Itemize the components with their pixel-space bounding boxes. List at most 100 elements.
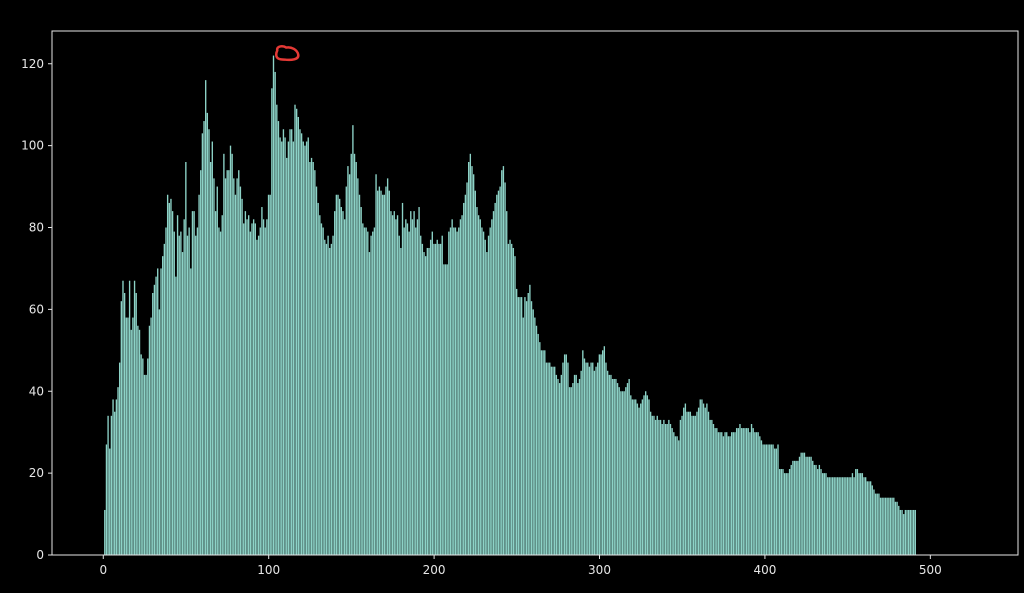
bar (201, 133, 204, 555)
bar (582, 350, 584, 555)
bar (132, 317, 134, 555)
bar (529, 284, 531, 555)
bar (107, 415, 109, 555)
bar (142, 358, 144, 555)
bar (499, 186, 501, 555)
bar (540, 350, 543, 555)
bar (231, 153, 233, 555)
bar (575, 374, 577, 556)
bar (120, 301, 123, 555)
bar (565, 354, 567, 555)
bar (735, 428, 738, 555)
y-tick-label: 40 (29, 384, 44, 398)
bar (681, 415, 683, 555)
bar (908, 509, 910, 555)
bar (439, 243, 442, 556)
bar (137, 325, 139, 555)
bar (727, 436, 730, 555)
bar (504, 182, 506, 555)
bar (489, 227, 491, 555)
bar (123, 293, 126, 555)
bar (645, 391, 647, 555)
bar (148, 325, 151, 555)
bar (668, 419, 670, 555)
bar (901, 509, 903, 555)
bar (294, 104, 296, 555)
bar (320, 223, 323, 555)
bar (176, 215, 179, 555)
bar (191, 211, 194, 556)
bar (466, 182, 468, 555)
peak-highlight-circle (274, 45, 300, 62)
bar (573, 374, 576, 556)
bar (180, 231, 182, 555)
plot-area-frame (51, 30, 1019, 556)
bar (277, 121, 280, 555)
bar (817, 469, 819, 555)
bar (840, 477, 842, 555)
bar (325, 243, 328, 556)
bar (370, 235, 372, 555)
bar (127, 317, 129, 555)
bar (297, 116, 299, 555)
bar (863, 477, 865, 555)
bar (408, 231, 410, 555)
bar (511, 243, 513, 556)
bar (729, 436, 731, 555)
bar (648, 399, 650, 555)
bar (248, 215, 250, 555)
bar (434, 243, 437, 556)
bar (165, 227, 167, 555)
bar (764, 444, 766, 555)
y-tick-label: 60 (29, 302, 44, 316)
bar (805, 456, 807, 555)
bar (436, 239, 438, 555)
bar (305, 141, 308, 555)
bar (279, 137, 281, 555)
bar (454, 227, 457, 555)
bar (550, 366, 553, 555)
bar (261, 207, 263, 555)
bar (726, 432, 728, 555)
bar (272, 55, 275, 556)
bar (193, 211, 195, 556)
bar (820, 469, 822, 555)
bar (317, 202, 319, 555)
bar (577, 383, 579, 555)
bar (208, 129, 210, 555)
bar (616, 383, 619, 555)
bar (707, 411, 710, 555)
bar (757, 432, 759, 555)
bar (205, 80, 207, 556)
bar (671, 428, 673, 555)
bar (330, 243, 333, 556)
bar (484, 239, 486, 555)
bar (438, 243, 440, 556)
bar (155, 276, 157, 556)
bar (411, 219, 414, 555)
bar (114, 411, 116, 555)
bar (188, 227, 190, 555)
bar (527, 293, 529, 555)
bar (446, 264, 448, 555)
bar (360, 207, 362, 555)
bar (398, 235, 400, 555)
bar (775, 448, 778, 555)
bar (532, 309, 534, 556)
bar (646, 395, 649, 555)
bar (381, 194, 384, 555)
bar (377, 190, 379, 555)
bar (790, 464, 792, 555)
bar (704, 407, 706, 556)
bar (600, 354, 602, 555)
bar (696, 411, 698, 555)
bar (252, 219, 255, 555)
bar (636, 403, 639, 555)
bars-group (104, 55, 916, 556)
bar (224, 178, 227, 556)
bar (385, 186, 387, 555)
bar (592, 362, 594, 555)
bar (783, 473, 786, 556)
bar (688, 411, 690, 555)
bar (851, 473, 854, 556)
